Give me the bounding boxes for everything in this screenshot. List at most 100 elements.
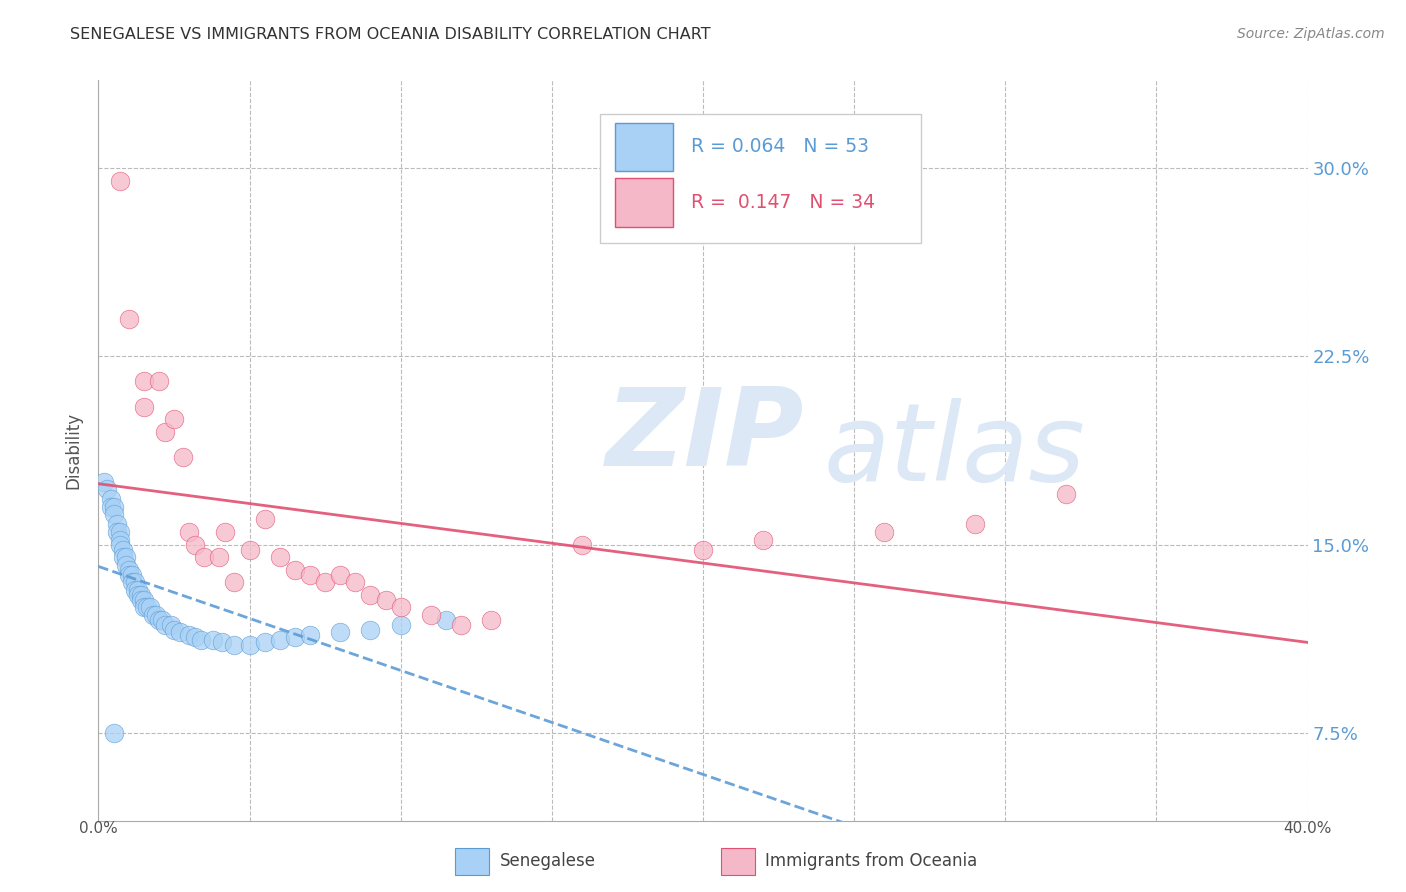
Point <box>202 632 225 647</box>
Point <box>108 533 131 547</box>
Point <box>118 311 141 326</box>
Point <box>132 375 155 389</box>
Text: 0.0%: 0.0% <box>79 821 118 836</box>
Point <box>160 618 183 632</box>
Point <box>127 582 149 597</box>
Point <box>965 517 987 532</box>
FancyBboxPatch shape <box>614 178 672 227</box>
Point <box>389 600 412 615</box>
FancyBboxPatch shape <box>600 113 921 244</box>
Point <box>135 600 157 615</box>
Point <box>118 563 141 577</box>
Point <box>114 558 136 572</box>
Point <box>124 575 146 590</box>
Point <box>153 425 176 439</box>
Point <box>329 625 352 640</box>
Point <box>105 524 128 539</box>
Point <box>108 174 131 188</box>
Point <box>132 600 155 615</box>
Point <box>208 550 231 565</box>
Point <box>100 500 122 514</box>
Point <box>179 524 201 539</box>
Point <box>239 542 262 557</box>
Point <box>692 542 714 557</box>
Text: Immigrants from Oceania: Immigrants from Oceania <box>765 853 977 871</box>
Point <box>374 592 396 607</box>
Point <box>148 613 170 627</box>
Point <box>179 628 201 642</box>
Point <box>420 607 443 622</box>
Point <box>299 567 322 582</box>
FancyBboxPatch shape <box>614 123 672 171</box>
Point <box>145 607 167 622</box>
FancyBboxPatch shape <box>456 848 489 875</box>
Point <box>284 631 307 645</box>
Point <box>111 542 134 557</box>
Point <box>211 635 233 649</box>
Point <box>163 412 186 426</box>
Point <box>184 631 207 645</box>
Point <box>329 567 352 582</box>
Point <box>253 512 276 526</box>
Point <box>873 524 896 539</box>
Point <box>124 582 146 597</box>
Point <box>153 618 176 632</box>
Point <box>344 575 367 590</box>
Point <box>752 533 775 547</box>
Y-axis label: Disability: Disability <box>65 412 83 489</box>
Text: Source: ZipAtlas.com: Source: ZipAtlas.com <box>1237 27 1385 41</box>
Point <box>100 492 122 507</box>
Point <box>127 588 149 602</box>
Text: SENEGALESE VS IMMIGRANTS FROM OCEANIA DISABILITY CORRELATION CHART: SENEGALESE VS IMMIGRANTS FROM OCEANIA DI… <box>70 27 711 42</box>
Point <box>96 483 118 497</box>
Point <box>284 563 307 577</box>
Point <box>450 618 472 632</box>
Point <box>132 592 155 607</box>
Point <box>184 538 207 552</box>
Point <box>114 550 136 565</box>
Point <box>93 475 115 489</box>
Point <box>172 450 194 464</box>
Point <box>434 613 457 627</box>
Point <box>121 567 143 582</box>
Point <box>148 375 170 389</box>
Point <box>239 638 262 652</box>
Point <box>224 638 246 652</box>
Point <box>214 524 236 539</box>
Point <box>314 575 336 590</box>
Point <box>253 635 276 649</box>
Point <box>481 613 503 627</box>
Point <box>269 550 291 565</box>
Point <box>224 575 246 590</box>
Point <box>139 600 162 615</box>
Text: 40.0%: 40.0% <box>1284 821 1331 836</box>
Text: ZIP: ZIP <box>606 383 804 489</box>
Text: R = 0.064   N = 53: R = 0.064 N = 53 <box>690 137 869 156</box>
Point <box>150 613 173 627</box>
Point <box>142 607 165 622</box>
Point <box>129 588 152 602</box>
Point <box>163 623 186 637</box>
Point <box>169 625 191 640</box>
Point <box>111 550 134 565</box>
Point <box>103 726 125 740</box>
Point <box>1054 487 1077 501</box>
Point <box>190 632 212 647</box>
Text: R =  0.147   N = 34: R = 0.147 N = 34 <box>690 193 875 212</box>
Text: Senegalese: Senegalese <box>501 853 596 871</box>
Point <box>389 618 412 632</box>
Point <box>108 538 131 552</box>
Point <box>121 575 143 590</box>
Point <box>132 400 155 414</box>
FancyBboxPatch shape <box>721 848 755 875</box>
Point <box>103 500 125 514</box>
Text: atlas: atlas <box>824 398 1085 503</box>
Point <box>129 592 152 607</box>
Point <box>103 508 125 522</box>
Point <box>108 524 131 539</box>
Point <box>193 550 215 565</box>
Point <box>299 628 322 642</box>
Point <box>269 632 291 647</box>
Point <box>105 517 128 532</box>
Point <box>360 623 382 637</box>
